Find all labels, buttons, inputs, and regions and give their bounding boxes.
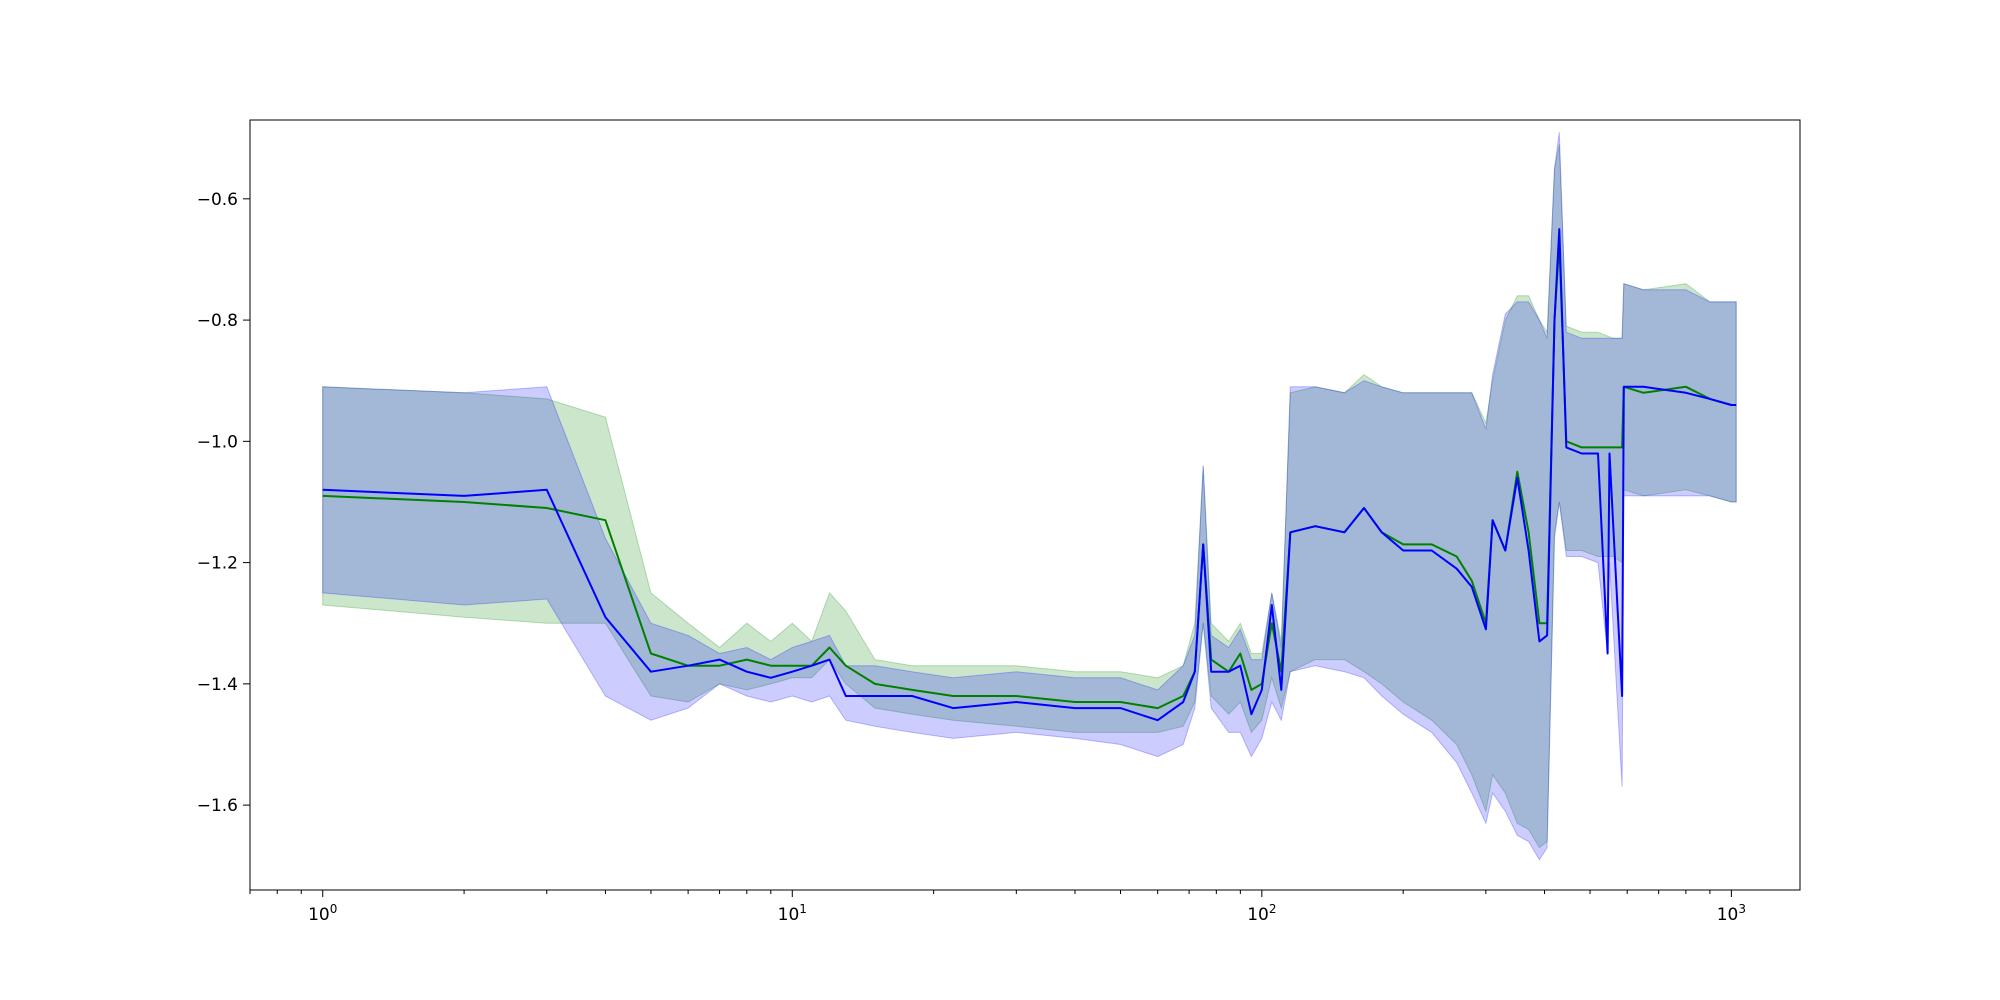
- series-0-line: [322, 240, 1737, 710]
- y-tick-label: −0.6: [197, 190, 238, 210]
- y-tick-label: −1.2: [197, 554, 238, 574]
- y-tick-label: −0.8: [197, 311, 238, 331]
- plot-frame: [249, 119, 1801, 891]
- plot-area: [322, 132, 1737, 861]
- series-1-line: [322, 228, 1737, 722]
- series-0-band: [322, 144, 1737, 849]
- y-tick-label: −1.0: [197, 432, 238, 452]
- x-tick-label: 101: [778, 902, 807, 925]
- x-tick-label: 103: [1717, 902, 1746, 925]
- x-tick-label: 102: [1247, 902, 1276, 925]
- x-tick-label: 100: [308, 902, 337, 925]
- axes: 100 101 102 103 −0.6 −0.8 −1.0 −1.2 −1.4 −1.6: [197, 190, 1746, 925]
- series-1-band: [322, 132, 1737, 861]
- y-tick-label: −1.4: [197, 675, 238, 695]
- y-tick-label: −1.6: [197, 796, 238, 816]
